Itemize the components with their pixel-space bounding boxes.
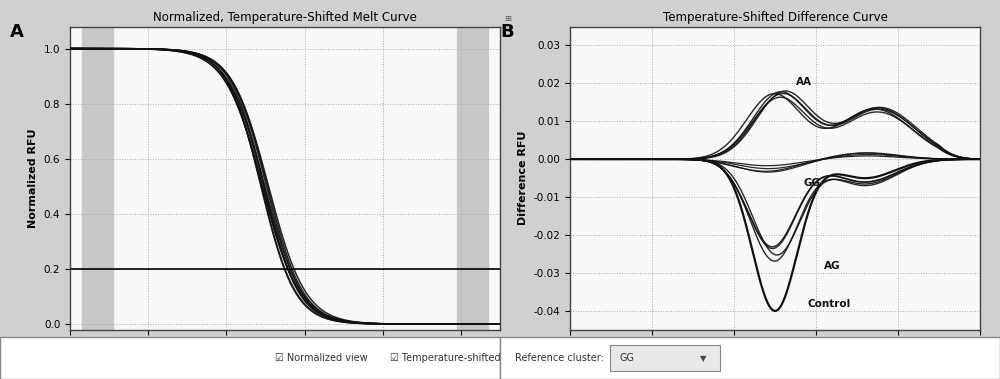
Text: Reference cluster:: Reference cluster: <box>515 353 604 363</box>
FancyBboxPatch shape <box>610 345 720 371</box>
Title: Temperature-Shifted Difference Curve: Temperature-Shifted Difference Curve <box>663 11 887 24</box>
Text: AG: AG <box>824 261 841 271</box>
Bar <box>82 27 113 330</box>
Text: ☑ Temperature-shifted view: ☑ Temperature-shifted view <box>390 353 526 363</box>
Text: ▼: ▼ <box>700 354 706 363</box>
Y-axis label: Difference RFU: Difference RFU <box>518 131 528 226</box>
Text: ☑ Normalized view: ☑ Normalized view <box>275 353 368 363</box>
Text: AA: AA <box>796 77 812 87</box>
X-axis label: Shifted Temperature: Shifted Temperature <box>221 355 349 365</box>
Title: Normalized, Temperature-Shifted Melt Curve: Normalized, Temperature-Shifted Melt Cur… <box>153 11 417 24</box>
FancyBboxPatch shape <box>500 337 1000 379</box>
Text: B: B <box>500 23 514 41</box>
Text: ⊞: ⊞ <box>504 14 511 23</box>
Text: GG: GG <box>620 353 635 363</box>
Bar <box>457 27 488 330</box>
FancyBboxPatch shape <box>0 337 500 379</box>
Text: GG: GG <box>804 178 821 188</box>
Text: A: A <box>10 23 24 41</box>
X-axis label: Shifted Temperature: Shifted Temperature <box>711 355 839 365</box>
Text: Control: Control <box>808 299 851 309</box>
Y-axis label: Normalized RFU: Normalized RFU <box>28 128 38 228</box>
